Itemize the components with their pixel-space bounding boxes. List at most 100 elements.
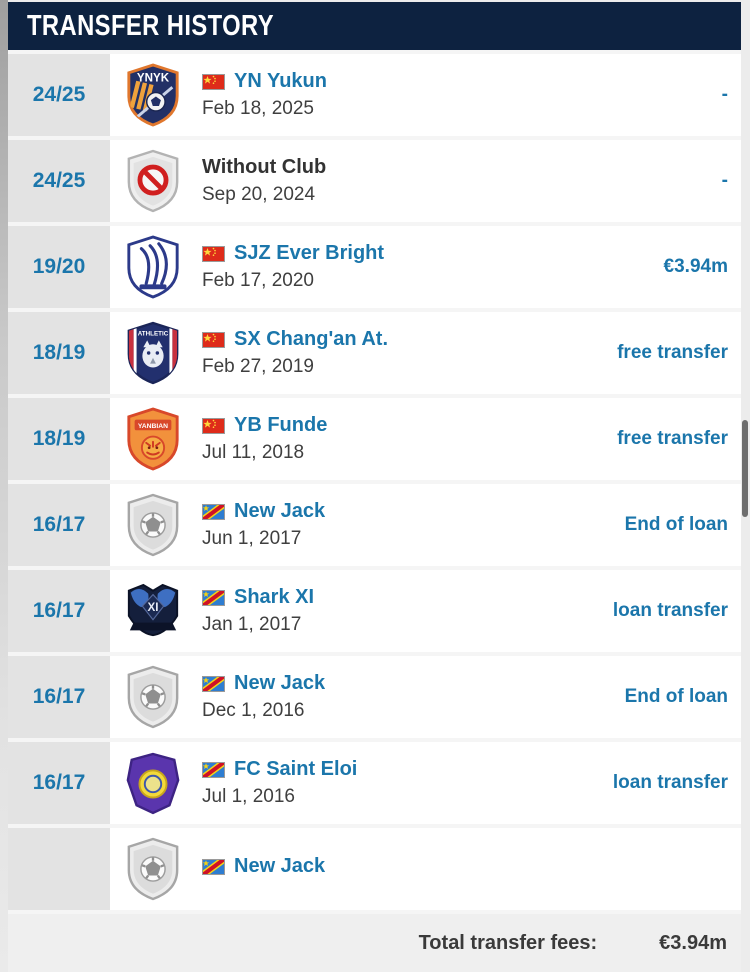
club-info: New Jack Dec 1, 2016 <box>202 672 325 722</box>
row-content: Without Club Sep 20, 2024 - <box>110 140 741 222</box>
row-content: New Jack <box>110 828 741 910</box>
club-name-link[interactable]: SX Chang'an At. <box>234 328 389 350</box>
panel-title: TRANSFER HISTORY <box>27 9 275 42</box>
transfer-date: Jul 11, 2018 <box>202 442 305 463</box>
scrollbar-thumb[interactable] <box>742 420 748 517</box>
club-line: Without Club <box>202 156 326 179</box>
club-name-link[interactable]: New Jack <box>234 672 326 694</box>
transfer-date: Jan 1, 2017 <box>202 614 302 635</box>
dr-congo-flag-icon <box>202 761 225 778</box>
transfer-fee: - <box>721 84 728 105</box>
club-name-link[interactable]: New Jack <box>234 855 326 877</box>
season-cell: 18/19 <box>8 312 110 394</box>
svg-text:YANBIAN: YANBIAN <box>138 423 168 430</box>
yn-yukun-badge-icon[interactable]: YNYK <box>124 63 182 127</box>
transfer-date: Dec 1, 2016 <box>202 700 305 721</box>
row-content: FC Saint Eloi Jul 1, 2016 loan transfer <box>110 742 741 824</box>
fc-saint-eloi-badge-icon[interactable] <box>124 751 182 815</box>
club-line: YB Funde <box>202 414 327 437</box>
transfer-row: 18/19 ATHLETIC SX Chang'an At. Feb 27, 2… <box>8 312 741 394</box>
without-club-badge-icon[interactable] <box>124 149 182 213</box>
dr-congo-flag-icon <box>202 675 225 692</box>
svg-text:XI: XI <box>148 601 159 614</box>
generic-club-badge-icon[interactable] <box>124 493 182 557</box>
transfer-date: Jun 1, 2017 <box>202 528 302 549</box>
transfer-fee: loan transfer <box>612 600 728 621</box>
club-info: YB Funde Jul 11, 2018 <box>202 414 327 464</box>
season-cell <box>8 828 110 910</box>
row-content: XI Shark XI Jan 1, 2017 loan transfer <box>110 570 741 652</box>
row-content: YANBIAN YB Funde Jul 11, 2018 free trans… <box>110 398 741 480</box>
club-line: SJZ Ever Bright <box>202 242 384 265</box>
club-line: Shark XI <box>202 586 314 609</box>
transfer-fee: - <box>721 170 728 191</box>
transfer-date: Feb 18, 2025 <box>202 98 314 119</box>
row-content: SJZ Ever Bright Feb 17, 2020 €3.94m <box>110 226 741 308</box>
total-fees-value: €3.94m <box>659 931 727 954</box>
club-line: SX Chang'an At. <box>202 328 388 351</box>
transfer-row: 16/17 New Jack Jun 1, 2017 End of loan <box>8 484 741 566</box>
transfer-fee: €3.94m <box>663 256 728 277</box>
club-info: YN Yukun Feb 18, 2025 <box>202 70 327 120</box>
club-info: Shark XI Jan 1, 2017 <box>202 586 314 636</box>
transfer-date: Feb 17, 2020 <box>202 270 314 291</box>
transfer-row: 19/20 SJZ Ever Bright Feb 17, 2020 €3.94… <box>8 226 741 308</box>
yb-funde-badge-icon[interactable]: YANBIAN <box>124 407 182 471</box>
season-cell: 18/19 <box>8 398 110 480</box>
dr-congo-flag-icon <box>202 589 225 606</box>
generic-club-badge-icon[interactable] <box>124 837 182 901</box>
club-line: YN Yukun <box>202 70 327 93</box>
club-line: New Jack <box>202 500 325 523</box>
transfer-row: 24/25 YNYK YN Yukun Feb 18, 2025 <box>8 54 741 136</box>
transfer-date: Feb 27, 2019 <box>202 356 314 377</box>
transfer-row: 16/17 FC Saint Eloi Jul 1, 2016 loan tra… <box>8 742 741 824</box>
season-cell: 16/17 <box>8 570 110 652</box>
china-flag-icon <box>202 417 225 434</box>
total-fees-bar: Total transfer fees: €3.94m <box>8 914 741 972</box>
club-name-link[interactable]: YB Funde <box>234 414 328 436</box>
china-flag-icon <box>202 245 225 262</box>
transfer-fee: free transfer <box>617 342 728 363</box>
transfer-fee: End of loan <box>624 514 728 535</box>
club-name-text: Without Club <box>202 156 327 178</box>
season-cell: 16/17 <box>8 656 110 738</box>
row-content: New Jack Jun 1, 2017 End of loan <box>110 484 741 566</box>
transfer-row: 24/25 Without Club Sep 20, 2024 - <box>8 140 741 222</box>
transfer-row: 16/17 XI Shark XI Jan 1, 2017 loan trans… <box>8 570 741 652</box>
china-flag-icon <box>202 73 225 90</box>
dr-congo-flag-icon <box>202 503 225 520</box>
sx-changan-badge-icon[interactable]: ATHLETIC <box>124 321 182 385</box>
row-content: New Jack Dec 1, 2016 End of loan <box>110 656 741 738</box>
svg-text:ATHLETIC: ATHLETIC <box>138 331 169 338</box>
transfer-fee: loan transfer <box>612 772 728 793</box>
club-name-link[interactable]: FC Saint Eloi <box>234 758 358 780</box>
club-name-link[interactable]: YN Yukun <box>234 70 327 92</box>
club-line: New Jack <box>202 855 325 878</box>
season-cell: 16/17 <box>8 742 110 824</box>
club-name-link[interactable]: SJZ Ever Bright <box>234 242 385 264</box>
club-info: SX Chang'an At. Feb 27, 2019 <box>202 328 388 378</box>
club-info: New Jack <box>202 855 325 883</box>
transfer-fee: free transfer <box>617 428 728 449</box>
club-name-link[interactable]: Shark XI <box>234 586 315 608</box>
club-info: SJZ Ever Bright Feb 17, 2020 <box>202 242 384 292</box>
club-line: FC Saint Eloi <box>202 758 357 781</box>
panel-header: TRANSFER HISTORY <box>8 2 741 50</box>
generic-club-badge-icon[interactable] <box>124 665 182 729</box>
transfer-row: 16/17 New Jack Dec 1, 2016 End of loan <box>8 656 741 738</box>
total-fees-label: Total transfer fees: <box>418 931 598 954</box>
transfer-history-panel: TRANSFER HISTORY 24/25 YNYK YN Yukun <box>8 0 741 972</box>
shark-xi-badge-icon[interactable]: XI <box>124 579 182 643</box>
sjz-ever-bright-badge-icon[interactable] <box>124 235 182 299</box>
season-cell: 24/25 <box>8 54 110 136</box>
season-cell: 16/17 <box>8 484 110 566</box>
page-edge-shadow <box>0 0 8 972</box>
club-info: FC Saint Eloi Jul 1, 2016 <box>202 758 357 808</box>
dr-congo-flag-icon <box>202 858 225 875</box>
transfer-rows-list: 24/25 YNYK YN Yukun Feb 18, 2025 <box>8 50 741 914</box>
club-info: New Jack Jun 1, 2017 <box>202 500 325 550</box>
transfer-fee: End of loan <box>624 686 728 707</box>
club-line: New Jack <box>202 672 325 695</box>
club-name-link[interactable]: New Jack <box>234 500 326 522</box>
transfer-date: Jul 1, 2016 <box>202 786 295 807</box>
